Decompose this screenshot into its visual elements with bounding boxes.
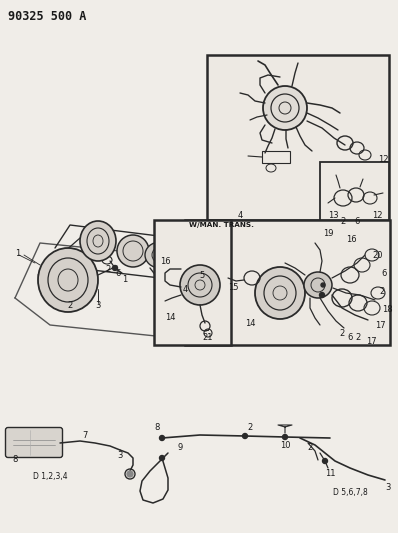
Ellipse shape	[117, 235, 149, 267]
Text: 6: 6	[381, 269, 387, 278]
Text: 19: 19	[323, 229, 333, 238]
Text: 6: 6	[347, 334, 353, 343]
Text: 2: 2	[307, 443, 312, 453]
Ellipse shape	[80, 221, 116, 261]
Bar	[262, 151, 290, 163]
Text: 2: 2	[67, 301, 72, 310]
Text: 13: 13	[328, 212, 338, 221]
Text: 12: 12	[378, 156, 388, 165]
Text: 1: 1	[122, 274, 128, 284]
Text: 9: 9	[178, 443, 183, 453]
Text: 17: 17	[366, 337, 377, 346]
Text: 2: 2	[248, 424, 253, 432]
Text: 90325 500 A: 90325 500 A	[8, 10, 86, 23]
Text: 12: 12	[372, 212, 382, 221]
Text: 1: 1	[16, 248, 21, 257]
Text: 3: 3	[385, 483, 391, 492]
Text: 3: 3	[117, 450, 123, 459]
Text: 4: 4	[182, 286, 187, 295]
Text: 10: 10	[280, 440, 290, 449]
Ellipse shape	[255, 267, 305, 319]
Circle shape	[283, 434, 287, 440]
Text: 11: 11	[325, 469, 335, 478]
Text: D 1,2,3,4: D 1,2,3,4	[33, 472, 67, 481]
Text: 20: 20	[373, 251, 383, 260]
Text: 4: 4	[237, 212, 243, 221]
Text: 15: 15	[228, 282, 238, 292]
Text: 8: 8	[154, 424, 160, 432]
Text: 18: 18	[382, 305, 392, 314]
Circle shape	[322, 458, 328, 464]
Circle shape	[320, 293, 324, 297]
Text: 5: 5	[199, 271, 205, 280]
Circle shape	[113, 265, 117, 271]
Bar	[185, 220, 390, 345]
Text: 7: 7	[82, 432, 88, 440]
Circle shape	[160, 456, 164, 461]
Text: 2: 2	[355, 333, 361, 342]
FancyBboxPatch shape	[6, 427, 62, 457]
Text: 8: 8	[12, 456, 18, 464]
Text: D 5,6,7,8: D 5,6,7,8	[333, 489, 367, 497]
Ellipse shape	[304, 272, 332, 298]
Text: 16: 16	[160, 256, 170, 265]
Circle shape	[127, 471, 133, 477]
Text: W/MAN. TRANS.: W/MAN. TRANS.	[189, 222, 254, 228]
Text: 2: 2	[379, 287, 384, 295]
Circle shape	[160, 435, 164, 440]
Ellipse shape	[38, 248, 98, 312]
Text: 21: 21	[203, 333, 213, 342]
Text: 16: 16	[346, 236, 356, 245]
Bar	[154, 220, 231, 345]
Text: 2: 2	[339, 328, 345, 337]
Bar	[207, 55, 389, 220]
Circle shape	[242, 433, 248, 439]
Text: 3: 3	[95, 302, 101, 311]
Text: 14: 14	[165, 312, 175, 321]
Text: 17: 17	[375, 321, 385, 330]
Text: 14: 14	[245, 319, 255, 327]
Ellipse shape	[145, 242, 175, 268]
Text: 6: 6	[354, 217, 360, 227]
Circle shape	[321, 283, 325, 287]
Text: 6: 6	[115, 270, 121, 279]
Text: 2: 2	[105, 265, 111, 274]
Ellipse shape	[263, 86, 307, 130]
Bar	[320, 162, 389, 220]
Text: 2: 2	[340, 217, 345, 227]
Ellipse shape	[180, 265, 220, 305]
